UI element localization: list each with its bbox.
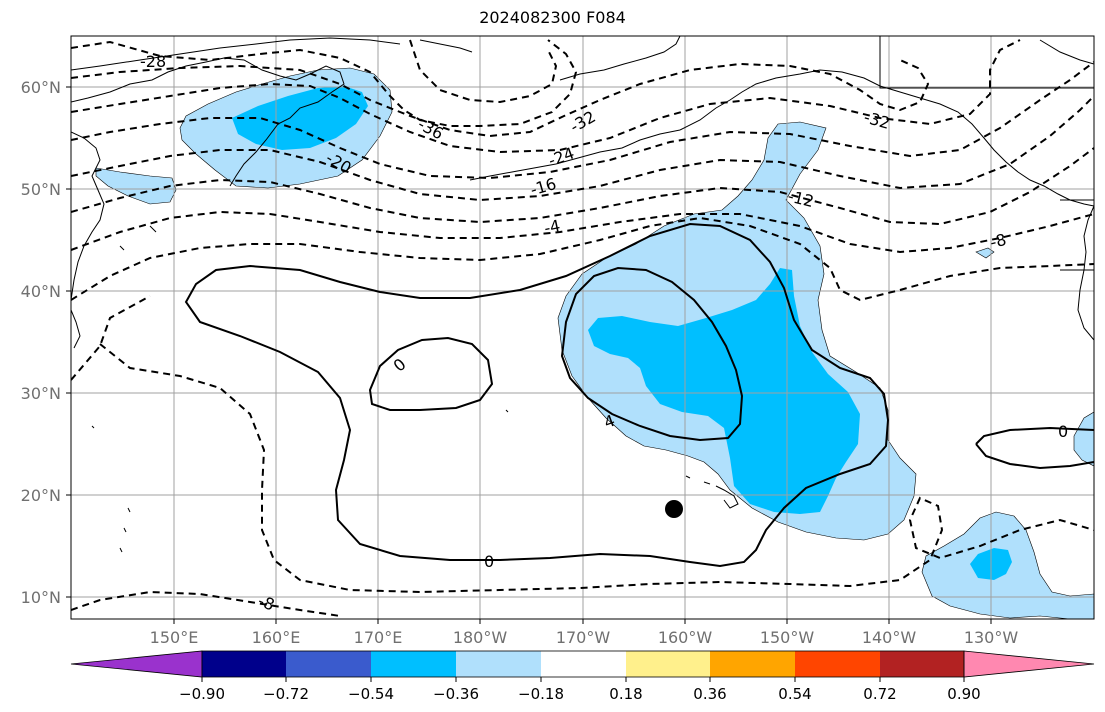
lon-label-170e: 170°E <box>354 628 403 647</box>
colorbar-tick-labels: −0.90 −0.72 −0.54 −0.36 −0.18 0.18 0.36 … <box>179 685 981 703</box>
lat-label-40n: 40°N <box>21 282 61 301</box>
lat-label-30n: 30°N <box>21 384 61 403</box>
contour-layer <box>71 39 1094 617</box>
contour-label-zero-west: 0 <box>390 354 410 375</box>
axis-ticks <box>66 86 992 624</box>
lat-label-50n: 50°N <box>21 180 61 199</box>
storm-position-marker <box>665 500 683 518</box>
colorbar-tick-label: 0.72 <box>863 685 896 703</box>
lat-label-60n: 60°N <box>21 78 61 97</box>
shade-region-northwest-core <box>232 86 368 150</box>
figure-title: 2024082300 F084 <box>479 8 626 27</box>
contour-label-minus4: -4 <box>542 216 562 238</box>
contour-label-minus8-south: -8 <box>255 591 277 615</box>
colorbar-tick-label: 0.90 <box>947 685 980 703</box>
colorbar-segment-4 <box>456 651 542 677</box>
lon-label-150e: 150°E <box>150 628 199 647</box>
longitude-labels: 150°E 160°E 170°E 180°W 170°W 160°W 150°… <box>150 628 1019 647</box>
lon-label-130w: 130°W <box>964 628 1019 647</box>
colorbar-segment-7 <box>710 651 796 677</box>
colorbar-segment-1 <box>202 651 287 677</box>
contour-label-minus28-west: -28 <box>140 52 166 71</box>
colorbar-tick-label: −0.90 <box>179 685 225 703</box>
lon-label-180w: 180°W <box>453 628 508 647</box>
shade-region-central-pacific-core <box>588 268 860 514</box>
contour-line-minus32 <box>71 59 930 138</box>
contour-line-minus36 <box>409 39 558 104</box>
colorbar-extend-left <box>70 650 203 678</box>
shade-region-kuril <box>95 167 177 205</box>
colorbar-tick-label: −0.36 <box>433 685 479 703</box>
contour-label-minus8-east: -8 <box>988 230 1008 252</box>
contour-line-minus8-south <box>71 590 341 617</box>
contour-line-four <box>560 266 744 442</box>
contour-line-minus4-outer <box>71 295 151 381</box>
colorbar-tick-label: 0.54 <box>778 685 811 703</box>
colorbar-segment-9 <box>880 651 965 677</box>
contour-label-zero-south: 0 <box>484 552 494 571</box>
lon-label-160w: 160°W <box>658 628 713 647</box>
lon-label-140w: 140°W <box>862 628 917 647</box>
shaded-anomaly-layer <box>95 67 1094 619</box>
contour-line-zero-west <box>184 222 890 568</box>
lon-label-160e: 160°E <box>252 628 301 647</box>
colorbar: −0.90 −0.72 −0.54 −0.36 −0.18 0.18 0.36 … <box>70 650 1095 703</box>
contour-label-zero-east: 0 <box>1058 422 1068 441</box>
contour-line-zero-inner <box>368 336 494 411</box>
contour-line-zero-east <box>975 426 1094 470</box>
contour-line-minus16 <box>71 95 1094 202</box>
colorbar-tick-label: −0.72 <box>263 685 309 703</box>
contour-label-minus32-east: -32 <box>862 107 892 132</box>
lon-label-150w: 150°W <box>760 628 815 647</box>
lat-label-10n: 10°N <box>21 588 61 607</box>
colorbar-tick-label: 0.18 <box>609 685 642 703</box>
colorbar-segment-5 <box>541 651 627 677</box>
contour-line-minus20 <box>71 61 1094 180</box>
colorbar-tick-label: −0.54 <box>348 685 394 703</box>
contour-line-minus4 <box>71 216 1094 302</box>
colorbar-frame <box>201 650 965 678</box>
colorbar-segment-8 <box>795 651 881 677</box>
colorbar-segment-6 <box>626 651 711 677</box>
lat-label-20n: 20°N <box>21 486 61 505</box>
contour-line-minus8 <box>71 210 1094 254</box>
colorbar-tick-label: −0.18 <box>518 685 564 703</box>
colorbar-extend-right <box>963 650 1095 678</box>
coastline-layer <box>71 36 1094 553</box>
contour-label-minus16: -16 <box>528 174 558 199</box>
contour-line-minus24 <box>71 39 1021 154</box>
colorbar-segment-2 <box>286 651 372 677</box>
contour-label-minus32-central: -32 <box>567 107 599 137</box>
contour-line-minus12 <box>71 147 1094 226</box>
colorbar-segment-3 <box>371 651 457 677</box>
shade-region-oregon-coast <box>975 247 995 259</box>
colorbar-tick-label: 0.36 <box>693 685 726 703</box>
lon-label-170w: 170°W <box>556 628 611 647</box>
shade-region-east-small <box>1073 411 1094 467</box>
latitude-labels: 60°N 50°N 40°N 30°N 20°N 10°N <box>21 78 61 607</box>
